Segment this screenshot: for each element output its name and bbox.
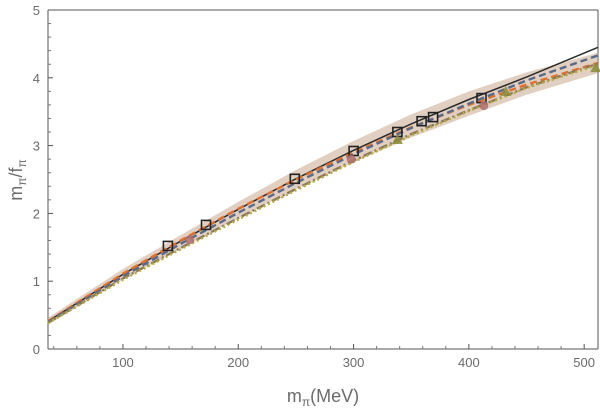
x-tick-label: 500 <box>573 355 595 370</box>
circle-point <box>479 101 489 111</box>
x-tick-label: 400 <box>458 355 480 370</box>
series-line-4 <box>47 62 599 324</box>
triangle-point <box>590 62 600 73</box>
square-point <box>416 115 427 127</box>
y-axis-ticks: 0 1 2 3 4 5 <box>33 3 53 357</box>
circle-point <box>185 235 195 245</box>
square-point <box>162 240 174 252</box>
y-tick-label: 4 <box>33 71 40 86</box>
plot-frame <box>47 9 599 350</box>
y-tick-label: 3 <box>33 139 40 154</box>
series-line-2 <box>47 61 599 323</box>
square-point <box>200 219 212 231</box>
y-tick-label: 2 <box>33 206 40 221</box>
y-tick-label: 0 <box>33 342 40 357</box>
x-tick-label: 300 <box>343 355 365 370</box>
x-tick-label: 100 <box>112 355 134 370</box>
circle-point <box>346 154 356 164</box>
series-line-5 <box>47 63 599 325</box>
y-axis-title: mπ/fπ <box>6 159 29 201</box>
x-axis-title: mπ(MeV) <box>287 386 359 409</box>
y-tick-label: 1 <box>33 274 40 289</box>
data-points <box>162 62 600 252</box>
square-point <box>289 173 301 185</box>
triangle-point <box>391 133 403 144</box>
x-tick-label: 200 <box>227 355 249 370</box>
triangle-point <box>500 85 512 96</box>
square-point <box>427 111 439 123</box>
series-lines <box>47 46 599 325</box>
x-axis-ticks: 100 200 300 400 500 <box>53 344 595 370</box>
y-tick-label: 5 <box>33 3 40 18</box>
